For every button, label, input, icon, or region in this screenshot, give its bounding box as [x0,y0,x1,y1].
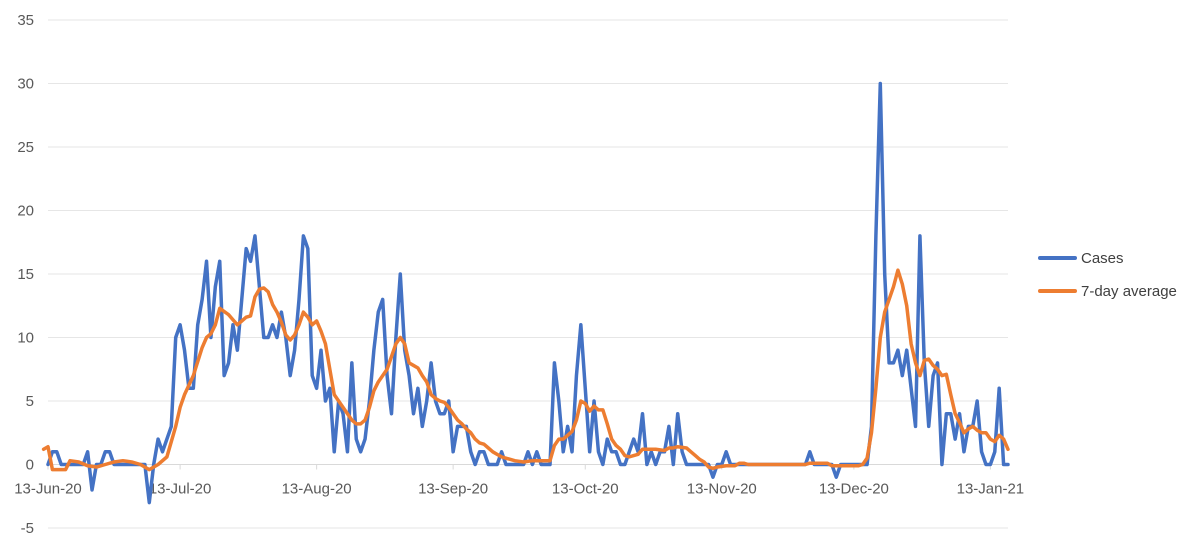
y-tick-label: 15 [17,266,34,283]
x-tick-label: 13-Jul-20 [149,481,212,498]
x-tick-label: 13-Jun-20 [14,481,82,498]
legend-item-7-day-average: 7-day average [1038,283,1177,300]
x-tick-label: 13-Dec-20 [819,481,889,498]
x-tick-label: 13-Jan-21 [957,481,1025,498]
y-tick-label: 0 [26,457,34,474]
y-tick-label: 10 [17,330,34,347]
y-tick-label: 20 [17,203,34,220]
y-tick-label: -5 [21,520,34,537]
x-axis-ticks: 13-Jun-20 13-Jul-20 13-Aug-20 13-Sep-20 13-O… [14,464,1025,498]
x-tick-label: 13-Aug-20 [282,481,352,498]
x-tick-label: 13-Sep-20 [418,481,488,498]
legend-item-cases: Cases [1038,250,1124,267]
legend-label-cases: Cases [1081,250,1124,267]
y-axis-ticks: -5 0 5 10 15 20 25 30 35 [17,12,34,537]
series-line-7-day-average [41,268,1010,472]
y-tick-label: 5 [26,393,34,410]
x-tick-label: 13-Oct-20 [552,481,619,498]
legend: Cases 7-day average [1038,250,1177,300]
series-line-cases [46,81,1010,505]
legend-label-7-day-average: 7-day average [1081,283,1177,300]
x-tick-label: 13-Nov-20 [687,481,757,498]
series-lines [41,81,1010,505]
y-tick-label: 25 [17,139,34,156]
y-tick-label: 35 [17,12,34,29]
y-tick-label: 30 [17,76,34,93]
